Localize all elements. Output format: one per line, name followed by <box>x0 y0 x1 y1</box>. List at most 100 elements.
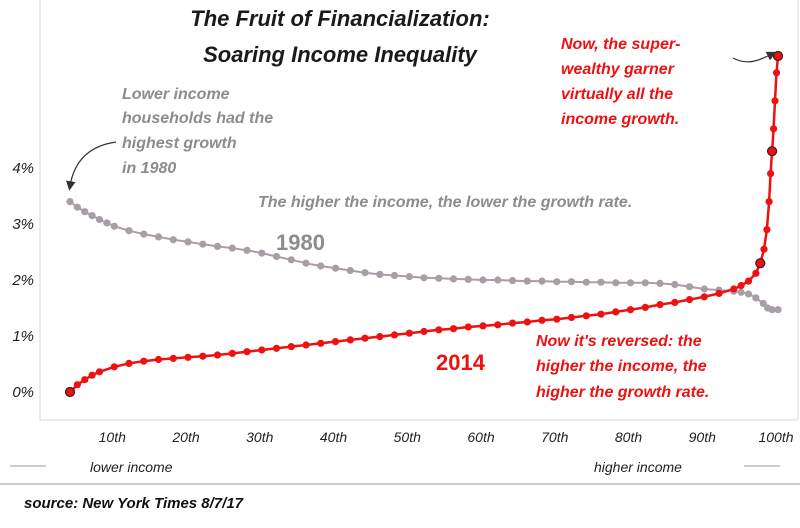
data-point-1980 <box>258 249 266 257</box>
data-point-2014 <box>184 353 192 361</box>
super-wealthy-annotation: Now, the super- wealthy garner virtually… <box>561 36 680 128</box>
highlight-point <box>766 146 778 157</box>
lower-income-label: lower income <box>90 459 173 475</box>
data-point-1980 <box>479 276 487 284</box>
data-point-1980 <box>582 278 590 286</box>
data-point-2014 <box>685 296 694 304</box>
series-2014 <box>66 52 782 396</box>
data-point-2014 <box>331 338 340 346</box>
data-point-2014 <box>752 269 760 277</box>
data-point-1980 <box>567 278 576 286</box>
chart-title-line-2: Soaring Income Inequality <box>203 42 479 67</box>
data-point-1980 <box>700 285 708 293</box>
data-point-1980 <box>66 198 74 206</box>
data-point-2014 <box>765 198 773 206</box>
chart-title-line-1: The Fruit of Financialization: <box>190 6 489 31</box>
data-point-2014 <box>346 336 354 344</box>
data-point-1980 <box>420 274 428 282</box>
data-point-1980 <box>435 274 443 282</box>
data-point-1980 <box>774 306 782 314</box>
x-tick-label: 50th <box>394 429 421 445</box>
y-tick-label: 2% <box>11 272 34 289</box>
data-point-2014 <box>538 316 546 324</box>
super-wealthy-note-line-4: income growth. <box>561 111 679 128</box>
y-tick-label: 4% <box>12 160 34 177</box>
data-point-1980 <box>656 279 664 287</box>
data-point-1980 <box>759 299 767 308</box>
data-point-2014 <box>110 363 118 371</box>
x-tick-label: 40th <box>320 429 347 445</box>
super-wealthy-note-line-3: virtually all the <box>561 86 673 103</box>
data-point-1980 <box>125 227 133 235</box>
higher-income-label: higher income <box>594 459 682 475</box>
lower-income-note-line-2: households had the <box>122 110 273 127</box>
lower-income-note-line-3: highest growth <box>122 135 237 152</box>
data-point-2014 <box>508 319 517 327</box>
data-point-2014 <box>582 312 590 320</box>
highlight-point <box>64 386 76 398</box>
data-point-2014 <box>243 348 251 356</box>
data-point-1980 <box>508 277 517 285</box>
data-point-2014 <box>567 313 576 322</box>
data-point-2014 <box>464 323 472 331</box>
data-point-2014 <box>435 326 443 334</box>
data-point-1980 <box>243 246 251 254</box>
x-tick-label: 30th <box>246 429 273 445</box>
data-point-1980 <box>612 279 620 287</box>
data-point-2014 <box>405 329 413 337</box>
data-point-2014 <box>317 339 325 347</box>
data-point-2014 <box>361 334 369 342</box>
data-point-1980 <box>88 212 96 220</box>
lower-income-note-line-4: in 1980 <box>122 160 176 177</box>
data-point-2014 <box>771 97 779 105</box>
lower-income-annotation: Lower income households had the highest … <box>122 86 273 177</box>
data-point-1980 <box>553 278 561 286</box>
series-1980 <box>66 198 782 314</box>
data-point-1980 <box>331 264 340 272</box>
highlight-point <box>755 258 766 269</box>
data-point-1980 <box>671 280 679 289</box>
data-point-2014 <box>199 352 207 360</box>
data-point-2014 <box>494 321 502 329</box>
x-tick-label: 70th <box>541 429 568 445</box>
data-point-2014 <box>700 293 708 301</box>
x-tick-label: 100th <box>758 429 793 445</box>
lower-income-arrow <box>66 141 117 191</box>
data-point-1980 <box>768 306 776 314</box>
data-point-2014 <box>95 368 104 376</box>
data-point-1980 <box>737 288 745 296</box>
x-tick-label: 60th <box>467 429 494 445</box>
data-point-2014 <box>523 318 531 326</box>
data-point-2014 <box>272 344 281 352</box>
data-point-2014 <box>73 381 81 389</box>
data-point-1980 <box>272 252 281 261</box>
data-point-1980 <box>449 275 458 283</box>
x-tick-label: 20th <box>171 429 199 445</box>
series-label-2014: 2014 <box>436 350 486 375</box>
data-point-1980 <box>346 266 354 275</box>
data-point-2014 <box>737 282 745 290</box>
data-point-1980 <box>523 277 531 285</box>
data-point-1980 <box>140 230 148 238</box>
highlight-point <box>772 50 784 62</box>
data-point-1980 <box>494 276 502 284</box>
data-point-1980 <box>752 294 760 302</box>
data-point-1980 <box>464 275 472 283</box>
series-line-1980 <box>69 200 778 311</box>
data-point-2014 <box>287 343 295 351</box>
x-tick-label: 10th <box>99 429 126 445</box>
data-point-2014 <box>626 306 635 314</box>
reversed-note-line-2: higher the income, the <box>536 358 707 375</box>
data-point-1980 <box>390 271 399 280</box>
data-point-2014 <box>772 69 781 77</box>
data-point-1980 <box>169 236 177 244</box>
data-point-1980 <box>103 219 111 227</box>
data-point-2014 <box>760 245 768 253</box>
super-wealthy-note-line-2: wealthy garner <box>561 61 675 78</box>
data-point-1980 <box>95 215 104 224</box>
data-point-2014 <box>715 289 723 297</box>
y-tick-label: 3% <box>12 216 34 233</box>
source-note: source: New York Times 8/7/17 <box>24 495 244 512</box>
data-point-1980 <box>110 222 118 230</box>
data-point-2014 <box>420 327 428 336</box>
